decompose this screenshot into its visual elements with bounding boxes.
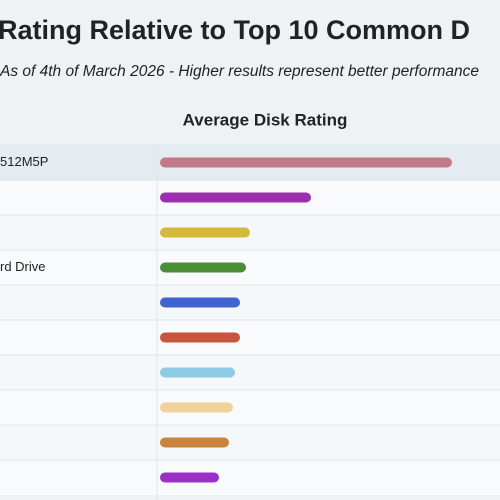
- row-bg: [0, 250, 500, 285]
- header-bg: [0, 0, 500, 145]
- column-header: Average Disk Rating: [183, 110, 348, 129]
- row-bg: [0, 320, 500, 355]
- row-bg: [0, 285, 500, 320]
- row-bg: [0, 390, 500, 425]
- chart-subtitle: As of 4th of March 2026 - Higher results…: [0, 63, 479, 80]
- row-bg: [0, 425, 500, 460]
- row-label: 512M5P: [0, 154, 48, 169]
- row-label: rd Drive: [0, 259, 46, 274]
- row-bg: [0, 355, 500, 390]
- chart-title: Rating Relative to Top 10 Common D: [0, 15, 470, 45]
- row-bg: [0, 460, 500, 495]
